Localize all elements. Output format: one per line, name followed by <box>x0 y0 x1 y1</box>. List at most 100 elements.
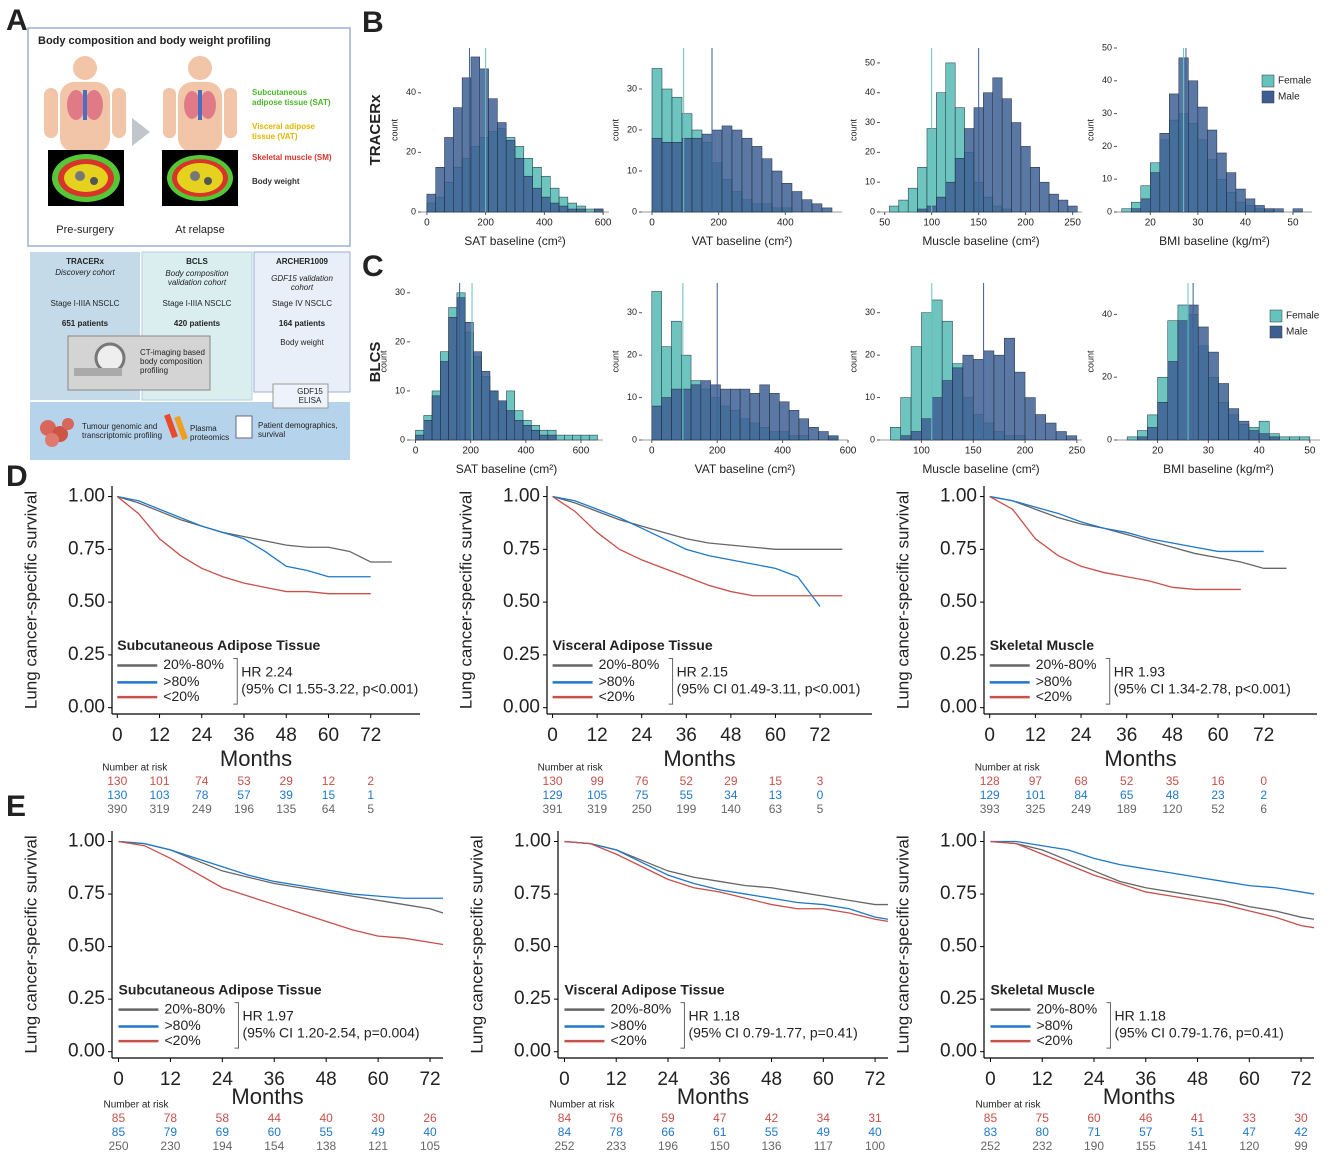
y-tick-label: 0.75 <box>68 883 105 904</box>
risk-count: 23 <box>1211 788 1225 802</box>
risk-count: 31 <box>868 1111 882 1125</box>
x-tick-label: 250 <box>1064 218 1081 229</box>
confidence-interval: (95% CI 1.55-3.22, p<0.001) <box>241 680 418 696</box>
histogram-chart: 20 30 40 50 0 20 40 BMI baseline (kg/m²) count Fe… <box>1085 283 1320 476</box>
histogram-bar <box>567 208 577 213</box>
hazard-ratio: HR 2.24 <box>241 664 293 680</box>
histogram-bar <box>1226 172 1237 213</box>
risk-count: 85 <box>112 1125 126 1139</box>
x-tick-label: 150 <box>970 218 987 229</box>
y-tick-label: 1.00 <box>68 831 105 852</box>
legend-label: <20% <box>1036 688 1072 704</box>
risk-count: 12 <box>322 774 336 788</box>
x-tick-label: 24 <box>191 725 213 746</box>
risk-count: 42 <box>765 1111 779 1125</box>
histogram-bar <box>945 181 956 213</box>
hazard-ratio: HR 1.93 <box>1114 664 1166 680</box>
survival-curve <box>990 840 1315 929</box>
y-tick-label: 30 <box>865 307 875 317</box>
risk-count: 84 <box>1074 788 1088 802</box>
x-tick-label: 600 <box>595 218 612 229</box>
histogram-bar <box>1024 397 1036 441</box>
survival-curve <box>118 840 444 946</box>
histogram-bar <box>917 167 928 213</box>
risk-count: 5 <box>817 802 824 816</box>
histogram-bar <box>730 388 741 441</box>
legend-label: >80% <box>1036 673 1072 689</box>
risk-count: 40 <box>423 1125 437 1139</box>
cohort-detail: Body weight <box>280 338 324 347</box>
survival-chart: 0.00 0.25 0.50 0.75 1.00 0 12 24 36 48 60 72 Viscera… <box>467 831 889 1153</box>
risk-count: 6 <box>1260 802 1267 816</box>
histogram-bar <box>710 384 721 441</box>
histogram-bar <box>558 205 569 213</box>
x-tick-label: 0 <box>113 1069 124 1090</box>
risk-count: 15 <box>322 788 336 802</box>
risk-count: 232 <box>1032 1139 1052 1153</box>
histogram-bar <box>671 142 683 213</box>
y-tick-label: 20 <box>627 124 637 134</box>
y-tick-label: 0 <box>870 206 875 216</box>
histogram-bar <box>1126 436 1138 441</box>
x-tick-label: 0 <box>413 446 419 457</box>
histogram-bar <box>651 405 662 441</box>
histogram-bar <box>1197 326 1209 441</box>
legend-label: 20%-80% <box>1036 656 1097 672</box>
histogram-bar <box>751 146 763 213</box>
histogram-bar <box>1254 205 1265 213</box>
histogram-bar <box>1045 422 1057 441</box>
risk-count: 196 <box>658 1139 678 1153</box>
ct-slice <box>48 150 124 206</box>
y-tick-label: 10 <box>865 177 875 187</box>
risk-count: 121 <box>368 1139 388 1153</box>
histogram-bar <box>962 354 974 441</box>
y-tick-label: 40 <box>1102 309 1112 319</box>
cohort-detail: 164 patients <box>279 319 326 328</box>
risk-count: 136 <box>762 1139 782 1153</box>
risk-count: 71 <box>1087 1125 1101 1139</box>
risk-count: 39 <box>280 788 294 802</box>
risk-count: 29 <box>280 774 294 788</box>
y-tick-label: 0.50 <box>68 936 105 957</box>
row-label: BLCS <box>367 342 384 383</box>
y-tick-label: 0.25 <box>503 644 540 665</box>
survival-curve <box>116 496 371 595</box>
y-tick-label: 0.00 <box>940 1041 977 1062</box>
histogram-bar <box>1020 146 1031 213</box>
y-tick-label: 40 <box>865 87 875 97</box>
risk-count: 393 <box>980 802 1000 816</box>
risk-count: 141 <box>1188 1139 1208 1153</box>
ct-slice <box>162 150 238 206</box>
risk-count: 60 <box>268 1125 282 1139</box>
histogram-bar <box>941 380 953 441</box>
histogram-bar <box>972 359 984 441</box>
x-tick-label: 36 <box>1135 1069 1156 1090</box>
cells-icon <box>40 418 74 447</box>
human-figure <box>163 56 237 152</box>
x-tick-label: 30 <box>1192 218 1204 229</box>
histogram-bar <box>691 137 703 213</box>
y-axis-title: count <box>848 350 858 373</box>
histogram-bar <box>426 193 436 213</box>
panel-letter: C <box>362 250 384 283</box>
x-tick-label: 200 <box>477 218 494 229</box>
x-axis-title: BMI baseline (kg/m²) <box>1163 462 1274 476</box>
risk-count: 44 <box>268 1111 282 1125</box>
histogram-bar <box>1121 208 1132 213</box>
assay-label: Tumour genomic and <box>82 422 157 431</box>
risk-count: 103 <box>150 788 170 802</box>
y-axis-title: Lung cancer-specific survival <box>893 491 912 709</box>
histogram-bar <box>1169 93 1180 213</box>
y-axis-title: count <box>610 118 620 141</box>
risk-count: 34 <box>817 1111 831 1125</box>
risk-count: 64 <box>322 802 336 816</box>
x-tick-label: 20 <box>1152 446 1164 457</box>
survival-curve <box>989 495 1241 591</box>
risk-count: 120 <box>1162 802 1182 816</box>
legend-label: >80% <box>610 1017 646 1033</box>
histogram-bar <box>1188 80 1199 213</box>
risk-count: 391 <box>543 802 563 816</box>
y-tick-label: 0.00 <box>68 1041 105 1062</box>
y-tick-label: 0 <box>1107 434 1112 444</box>
risk-count: 74 <box>195 774 209 788</box>
